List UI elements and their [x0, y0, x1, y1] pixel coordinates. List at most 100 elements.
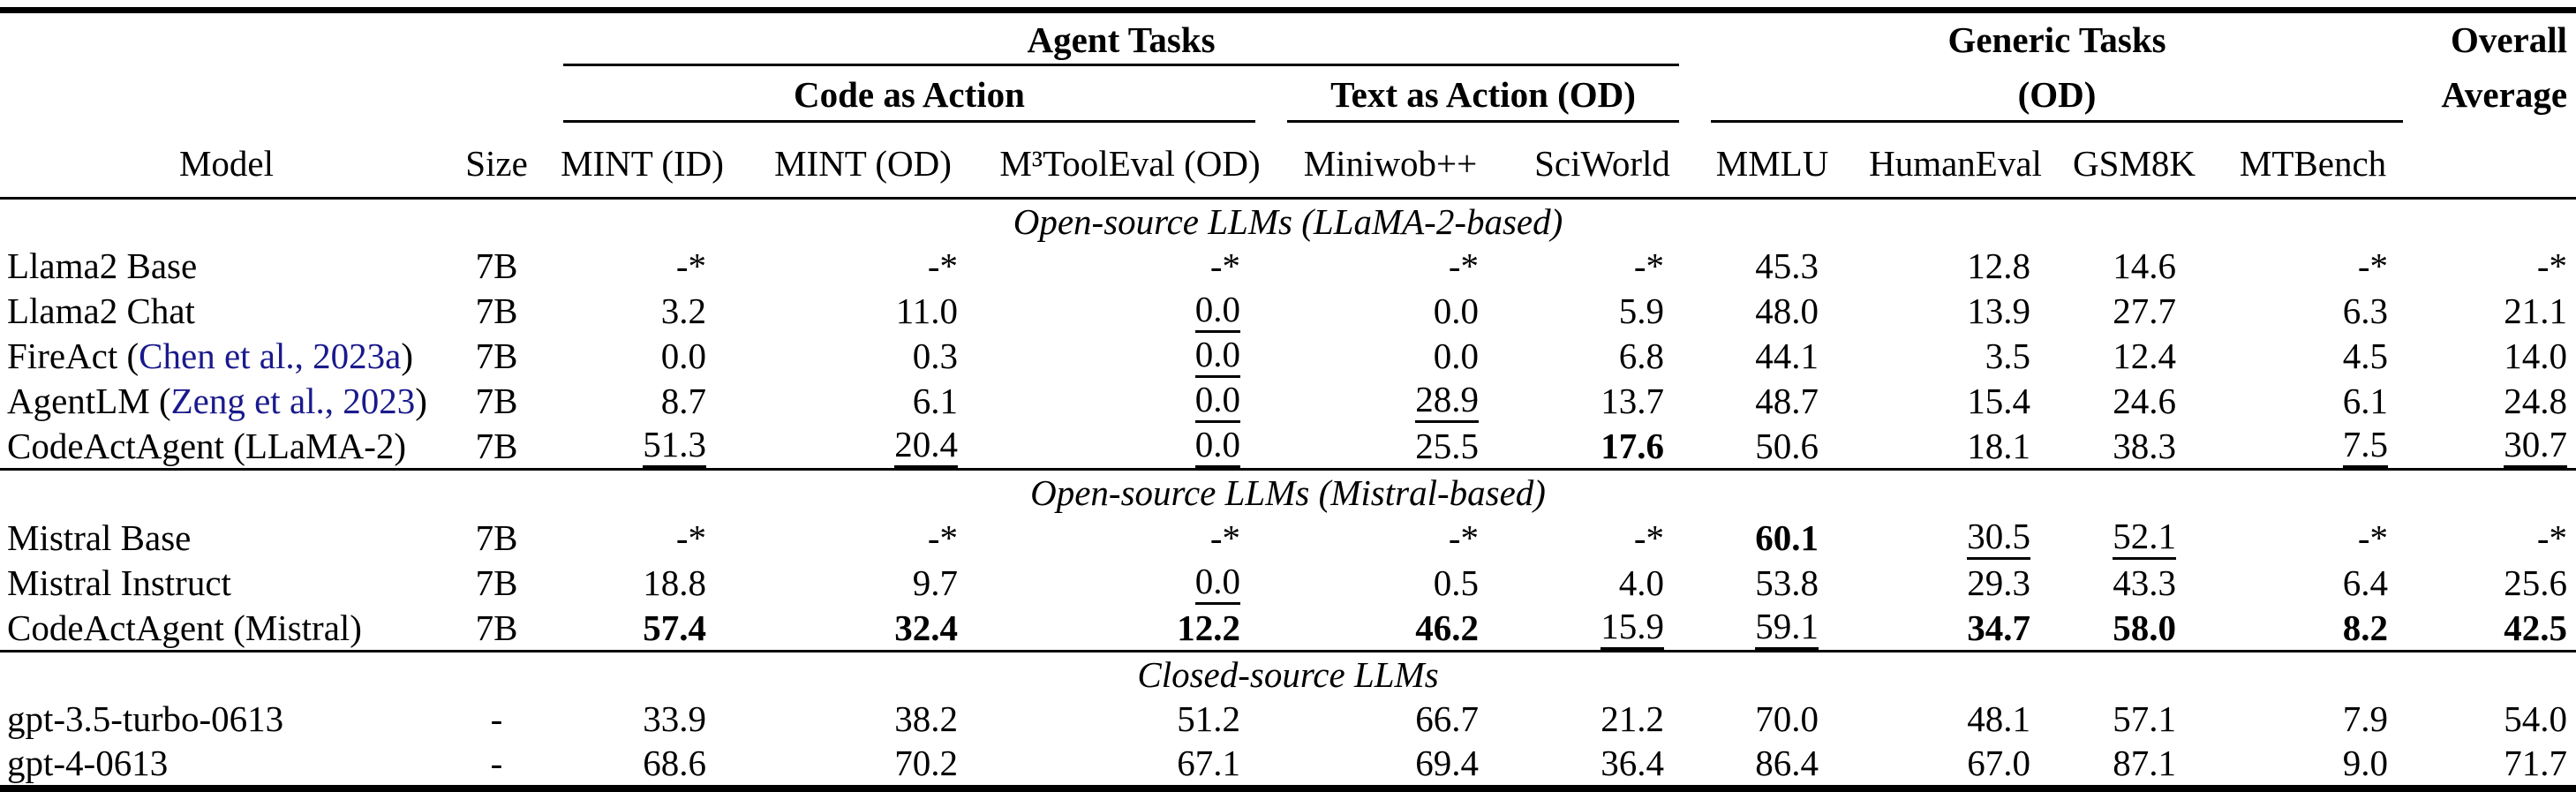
- col-header-mtbench: MTBench: [2207, 123, 2420, 200]
- score-cell: 4.5: [2342, 335, 2389, 376]
- score-cell: 6.1: [912, 380, 958, 421]
- score-cell: 18.1: [1967, 425, 2031, 466]
- score-cell: 86.4: [1755, 743, 1819, 784]
- size-cell: 7B: [475, 245, 518, 286]
- model-name-cell: AgentLM (Zeng et al., 2023): [7, 380, 427, 421]
- score-cell: 14.6: [2113, 245, 2177, 286]
- score-cell: -*: [1209, 517, 1240, 558]
- score-cell: 60.1: [1755, 517, 1819, 558]
- score-cell: 57.1: [2113, 698, 2177, 740]
- score-cell: -*: [2536, 245, 2568, 286]
- score-cell: 17.6: [1601, 425, 1665, 466]
- citation-link[interactable]: Zeng et al., 2023: [170, 380, 416, 421]
- score-cell: 13.7: [1601, 380, 1665, 421]
- score-cell: 6.3: [2342, 290, 2389, 331]
- score-cell: 30.7: [2419, 423, 2576, 470]
- model-name-cell: gpt-4-0613: [7, 743, 169, 784]
- score-cell: 9.7: [912, 562, 958, 603]
- col-header-m3tooleval-od: M³ToolEval (OD): [989, 123, 1271, 200]
- score-cell: 8.2: [2342, 607, 2389, 648]
- score-cell: 48.1: [1967, 698, 2031, 740]
- score-cell: 45.3: [1755, 245, 1819, 286]
- score-cell: -*: [1633, 517, 1665, 558]
- score-cell: 48.7: [1755, 380, 1819, 421]
- model-name-cell: CodeActAgent (LLaMA-2): [7, 425, 407, 466]
- col-header-miniwob: Miniwob++: [1271, 123, 1510, 200]
- score-cell: 33.9: [643, 698, 706, 740]
- score-cell: 46.2: [1415, 607, 1479, 648]
- score-cell: 66.7: [1415, 698, 1479, 740]
- score-cell: 32.4: [894, 607, 958, 648]
- score-cell: 38.2: [894, 698, 958, 740]
- model-name-cell: gpt-3.5-turbo-0613: [7, 698, 284, 740]
- score-cell: 53.8: [1755, 562, 1819, 603]
- score-cell: -*: [927, 245, 958, 286]
- table-row: Llama2 Chat 7B 3.2 11.0 0.0 0.0 5.9 48.0 13.9 27.…: [0, 288, 2576, 334]
- col-header-overall-spacer: [2419, 123, 2576, 200]
- score-cell: 0.3: [912, 335, 958, 376]
- size-cell: -: [490, 743, 503, 784]
- header-spacer: [0, 66, 547, 123]
- citation-link[interactable]: Chen et al., 2023a: [139, 335, 402, 376]
- score-cell: 0.0: [660, 335, 706, 376]
- score-cell: 6.4: [2342, 562, 2389, 603]
- score-cell: 54.0: [2504, 698, 2568, 740]
- size-cell: 7B: [475, 335, 518, 376]
- section-title: Open-source LLMs (LLaMA-2-based): [1013, 201, 1563, 242]
- score-cell: 12.4: [2113, 335, 2177, 376]
- score-cell: -*: [1633, 245, 1665, 286]
- header-group-row-2: Code as Action Text as Action (OD) (OD) …: [0, 66, 2576, 123]
- model-name-cell: FireAct (Chen et al., 2023a): [7, 335, 413, 376]
- score-cell: 27.7: [2113, 290, 2177, 331]
- size-cell: 7B: [475, 517, 518, 558]
- score-cell: -*: [2357, 245, 2389, 286]
- score-cell: 21.2: [1601, 698, 1665, 740]
- model-name-cell: Llama2 Chat: [7, 290, 195, 331]
- score-cell: 7.9: [2342, 698, 2389, 740]
- score-cell: 24.8: [2504, 380, 2568, 421]
- score-cell: 0.0: [989, 378, 1271, 424]
- agent-tasks-group-header: Agent Tasks: [547, 11, 1695, 67]
- score-cell: -*: [1448, 245, 1479, 286]
- col-header-mint-id: MINT (ID): [547, 123, 737, 200]
- score-cell: 48.0: [1755, 290, 1819, 331]
- score-cell: -*: [675, 245, 706, 286]
- score-cell: 25.6: [2504, 562, 2568, 603]
- col-header-mint-od: MINT (OD): [737, 123, 989, 200]
- model-name-cell: CodeActAgent (Mistral): [7, 607, 362, 648]
- score-cell: 59.1: [1695, 605, 1849, 652]
- score-cell: 71.7: [2504, 743, 2568, 784]
- score-cell: 29.3: [1967, 562, 2031, 603]
- score-cell: 68.6: [643, 743, 706, 784]
- table-row: Mistral Base 7B -* -* -* -* -* 60.1 30.5 52.1 -* -*: [0, 515, 2576, 561]
- section-title: Closed-source LLMs: [0, 650, 2576, 698]
- generic-tasks-group-header: Generic Tasks: [1947, 19, 2166, 60]
- table-row: AgentLM (Zeng et al., 2023) 7B 8.7 6.1 0.0 28…: [0, 378, 2576, 424]
- table-row: Mistral Instruct 7B 18.8 9.7 0.0 0.5 4.0 53.8 29…: [0, 560, 2576, 606]
- score-cell: 30.5: [1849, 515, 2061, 561]
- section-header-row: Closed-source LLMs: [0, 650, 2576, 698]
- benchmark-results-table: Agent Tasks Generic Tasks Overall Code a…: [0, 7, 2576, 792]
- score-cell: 6.1: [2342, 380, 2389, 421]
- score-cell: 0.0: [989, 333, 1271, 379]
- score-cell: 21.1: [2504, 290, 2568, 331]
- score-cell: -*: [2536, 517, 2568, 558]
- size-cell: 7B: [475, 607, 518, 648]
- generic-od-group-header: (OD): [1695, 66, 2419, 123]
- table-row: gpt-3.5-turbo-0613 - 33.9 38.2 51.2 66.7 21.2 7…: [0, 697, 2576, 741]
- score-cell: 38.3: [2113, 425, 2177, 466]
- score-cell: 36.4: [1601, 743, 1665, 784]
- col-header-sciworld: SciWorld: [1510, 123, 1696, 200]
- overall-header-line2: Average: [2441, 74, 2568, 115]
- col-header-size: Size: [446, 123, 547, 200]
- size-cell: 7B: [475, 290, 518, 331]
- score-cell: 69.4: [1415, 743, 1479, 784]
- header-spacer: [0, 11, 547, 67]
- score-cell: 20.4: [737, 423, 989, 470]
- score-cell: 0.0: [1433, 335, 1479, 376]
- score-cell: -*: [1209, 245, 1240, 286]
- table-row: CodeActAgent (LLaMA-2) 7B 51.3 20.4 0.0 25.5 1…: [0, 423, 2576, 470]
- text-as-action-group-header: Text as Action (OD): [1271, 66, 1695, 123]
- code-as-action-group-header: Code as Action: [547, 66, 1271, 123]
- model-name-cell: Llama2 Base: [7, 245, 198, 286]
